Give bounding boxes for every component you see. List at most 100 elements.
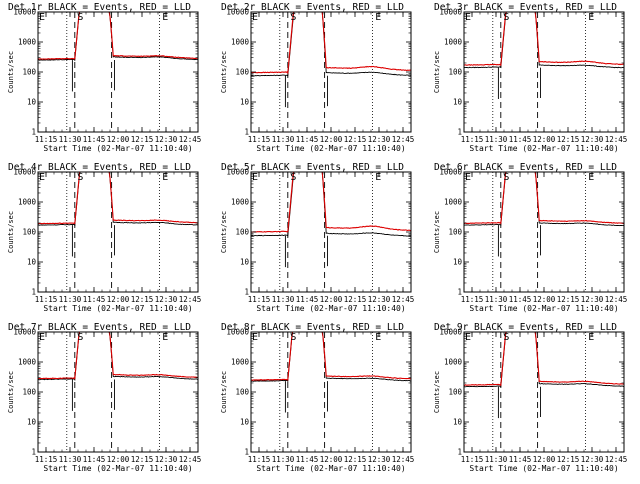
events-series-line	[251, 172, 411, 237]
y-tick-label: 1000	[444, 198, 463, 207]
x-axis-label: Start Time (02-Mar-07 11:10:40)	[256, 464, 405, 473]
y-tick-label: 1000	[231, 198, 250, 207]
y-tick-label: 100	[22, 228, 36, 237]
y-axis-label: Counts/sec	[220, 211, 228, 253]
y-tick-label: 1000	[231, 38, 250, 47]
segment-marker: S	[77, 12, 83, 23]
y-tick-label: 10	[453, 258, 463, 267]
panel-5: Det 5r BLACK = Events, RED = LLD 1 10 100 10…	[220, 162, 414, 313]
x-tick-label: 12:00	[107, 455, 130, 464]
x-tick-label: 12:30	[155, 455, 178, 464]
x-tick-label: 12:45	[179, 295, 202, 304]
x-tick-label: 11:45	[83, 455, 106, 464]
y-tick-label: 100	[22, 68, 36, 77]
segment-marker: E	[375, 172, 381, 183]
plot-frame	[463, 11, 625, 133]
lld-series-line	[38, 172, 198, 225]
y-tick-label: 10	[240, 98, 250, 107]
x-tick-label: 11:30	[485, 135, 508, 144]
events-series-line	[251, 12, 411, 77]
x-tick-label: 12:45	[392, 295, 415, 304]
lld-series-line	[251, 332, 411, 381]
y-tick-label: 1	[457, 288, 462, 297]
x-tick-label: 12:00	[533, 455, 556, 464]
x-tick-label: 11:15	[35, 455, 58, 464]
panel-title: Det 7r BLACK = Events, RED = LLD	[8, 322, 191, 333]
y-tick-label: 10000	[226, 328, 249, 337]
y-tick-label: 1	[31, 128, 36, 137]
x-tick-label: 12:30	[368, 455, 391, 464]
plot-frame	[250, 331, 412, 453]
x-tick-label: 12:15	[344, 135, 367, 144]
segment-marker: E	[162, 172, 168, 183]
events-series-line	[464, 332, 624, 388]
x-tick-label: 12:30	[581, 135, 604, 144]
x-tick-label: 12:45	[392, 135, 415, 144]
y-tick-label: 100	[448, 388, 462, 397]
x-tick-label: 12:30	[155, 135, 178, 144]
x-tick-label: 11:45	[83, 295, 106, 304]
segment-marker: E	[375, 12, 381, 23]
y-tick-label: 1000	[18, 198, 37, 207]
panel-7: Det 7r BLACK = Events, RED = LLD 1 10 100 10…	[7, 322, 201, 473]
x-tick-label: 12:45	[179, 455, 202, 464]
y-tick-label: 100	[22, 388, 36, 397]
x-axis-label: Start Time (02-Mar-07 11:10:40)	[43, 304, 192, 313]
x-tick-label: 11:15	[461, 455, 484, 464]
segment-marker: E	[162, 12, 168, 23]
y-axis-label: Counts/sec	[7, 371, 15, 413]
x-tick-label: 12:45	[392, 455, 415, 464]
y-tick-label: 1	[244, 128, 249, 137]
x-tick-label: 12:30	[368, 295, 391, 304]
lld-series-line	[38, 12, 198, 60]
segment-marker: E	[465, 12, 471, 23]
y-tick-label: 10000	[439, 8, 462, 17]
lld-series-line	[464, 12, 624, 67]
segment-marker: E	[465, 332, 471, 343]
y-tick-label: 10	[453, 98, 463, 107]
panel-title: Det 4r BLACK = Events, RED = LLD	[8, 162, 191, 173]
y-tick-label: 1	[457, 128, 462, 137]
x-tick-label: 12:15	[131, 295, 154, 304]
y-tick-label: 10000	[13, 8, 36, 17]
x-tick-label: 11:45	[509, 295, 532, 304]
y-tick-label: 1	[31, 288, 36, 297]
y-tick-label: 1000	[444, 38, 463, 47]
y-tick-label: 10	[27, 98, 37, 107]
y-tick-label: 10	[240, 258, 250, 267]
y-tick-label: 1000	[18, 38, 37, 47]
y-axis-label: Counts/sec	[220, 51, 228, 93]
events-series-line	[38, 172, 198, 227]
events-series-line	[251, 332, 411, 383]
segment-marker: S	[77, 332, 83, 343]
y-tick-label: 100	[448, 228, 462, 237]
x-tick-label: 11:45	[296, 135, 319, 144]
x-tick-label: 11:15	[35, 135, 58, 144]
panel-9: Det 9r BLACK = Events, RED = LLD 1 10 100 10…	[433, 322, 627, 473]
x-tick-label: 12:45	[605, 135, 628, 144]
events-series-line	[38, 12, 198, 62]
segment-marker: S	[290, 12, 296, 23]
plot-frame	[463, 331, 625, 453]
x-tick-label: 11:15	[248, 455, 271, 464]
segment-marker: E	[375, 332, 381, 343]
y-tick-label: 1	[457, 448, 462, 457]
segment-marker: E	[252, 12, 258, 23]
panel-title: Det 3r BLACK = Events, RED = LLD	[434, 2, 617, 13]
segment-marker: E	[252, 172, 258, 183]
y-axis-label: Counts/sec	[7, 51, 15, 93]
x-tick-label: 12:00	[320, 295, 343, 304]
y-tick-label: 10000	[226, 168, 249, 177]
x-tick-label: 12:15	[557, 135, 580, 144]
x-tick-label: 11:45	[83, 135, 106, 144]
panel-title: Det 1r BLACK = Events, RED = LLD	[8, 2, 191, 13]
lld-series-line	[464, 172, 624, 225]
segment-marker: S	[503, 12, 509, 23]
x-tick-label: 12:00	[320, 135, 343, 144]
segment-marker: E	[588, 12, 594, 23]
x-tick-label: 12:00	[320, 455, 343, 464]
x-axis-label: Start Time (02-Mar-07 11:10:40)	[469, 464, 618, 473]
x-axis-label: Start Time (02-Mar-07 11:10:40)	[469, 144, 618, 153]
segment-marker: E	[588, 172, 594, 183]
